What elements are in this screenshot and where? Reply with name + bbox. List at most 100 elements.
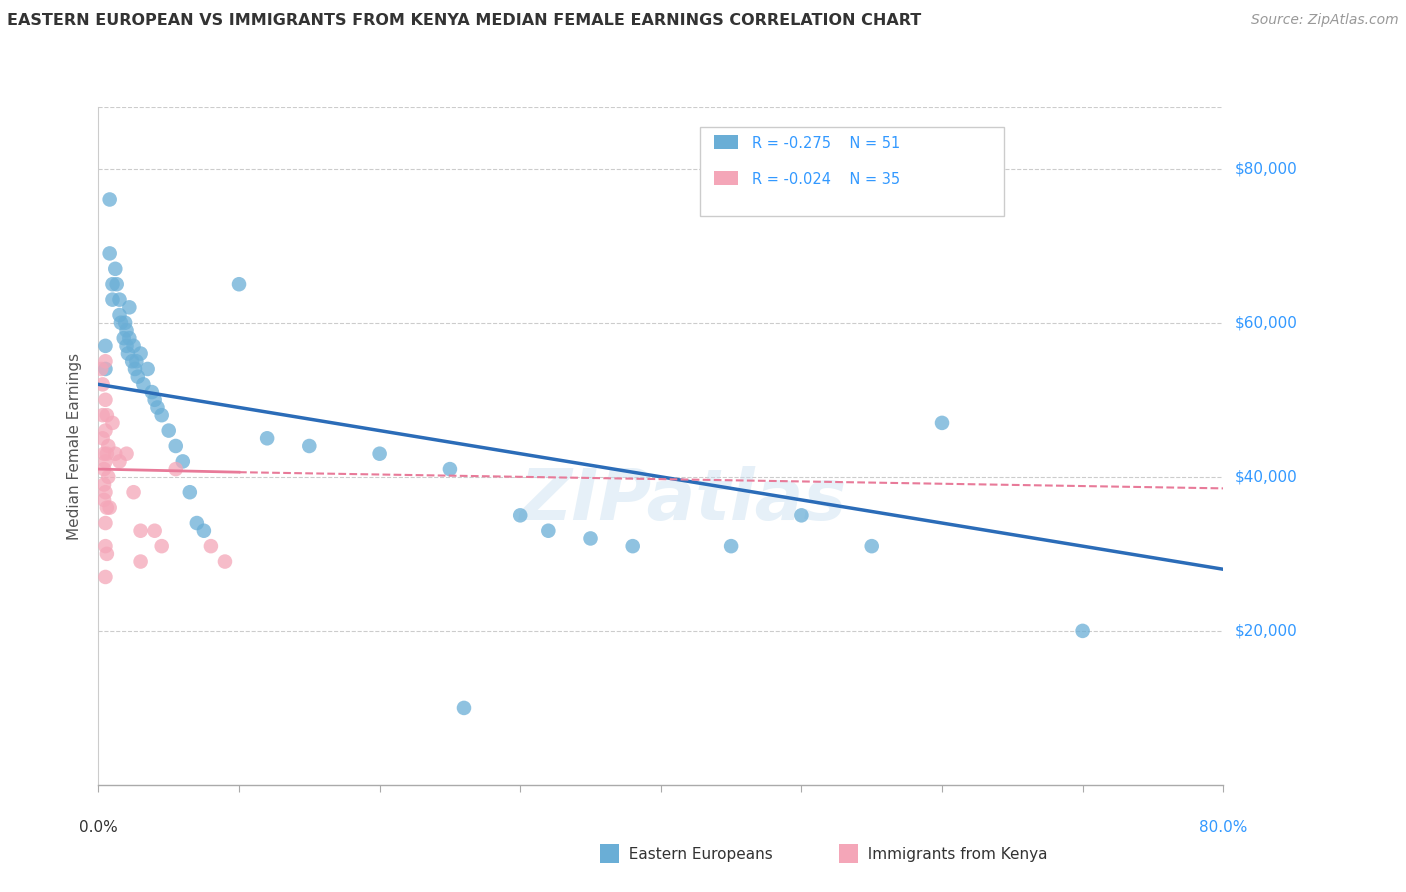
Point xyxy=(91,431,114,445)
Point xyxy=(537,524,560,538)
Point xyxy=(114,316,136,330)
Point xyxy=(118,301,141,315)
Point xyxy=(136,362,159,376)
Point xyxy=(101,277,124,292)
Text: $80,000: $80,000 xyxy=(1234,161,1298,176)
Point xyxy=(98,246,121,260)
Point xyxy=(509,508,531,523)
Point xyxy=(141,385,163,400)
Point xyxy=(790,508,813,523)
Point xyxy=(368,447,391,461)
Point xyxy=(115,339,138,353)
Point xyxy=(298,439,321,453)
Point xyxy=(150,539,173,553)
Point xyxy=(621,539,644,553)
Point xyxy=(93,462,115,476)
Point xyxy=(96,447,118,461)
Point xyxy=(96,547,118,561)
Point xyxy=(132,377,155,392)
Text: $20,000: $20,000 xyxy=(1234,624,1298,639)
Point xyxy=(129,555,152,569)
Point xyxy=(150,408,173,422)
Point xyxy=(94,516,117,530)
Point xyxy=(214,555,236,569)
FancyBboxPatch shape xyxy=(700,128,1004,216)
Point xyxy=(94,454,117,468)
Text: R = -0.275    N = 51: R = -0.275 N = 51 xyxy=(752,136,900,152)
Point xyxy=(108,454,131,468)
Text: $40,000: $40,000 xyxy=(1234,469,1298,484)
Point xyxy=(157,424,180,438)
Point xyxy=(94,339,117,353)
FancyBboxPatch shape xyxy=(714,171,738,185)
Text: 80.0%: 80.0% xyxy=(1199,820,1247,835)
Point xyxy=(121,354,143,368)
Point xyxy=(96,408,118,422)
Text: R = -0.024    N = 35: R = -0.024 N = 35 xyxy=(752,172,900,187)
Point xyxy=(91,377,114,392)
Text: Eastern Europeans: Eastern Europeans xyxy=(619,847,772,862)
Point xyxy=(94,424,117,438)
Point xyxy=(186,516,208,530)
Point xyxy=(124,362,146,376)
FancyBboxPatch shape xyxy=(714,135,738,149)
Point xyxy=(129,524,152,538)
Point xyxy=(200,539,222,553)
Point xyxy=(94,392,117,407)
Point xyxy=(118,331,141,345)
Point xyxy=(108,293,131,307)
Point xyxy=(98,193,121,207)
Point xyxy=(93,447,115,461)
Point xyxy=(165,439,187,453)
Point xyxy=(172,454,194,468)
Point xyxy=(720,539,742,553)
Point xyxy=(129,346,152,360)
Point xyxy=(115,447,138,461)
Point xyxy=(94,362,117,376)
Point xyxy=(143,392,166,407)
Text: $60,000: $60,000 xyxy=(1234,315,1298,330)
Point xyxy=(97,439,120,453)
Point xyxy=(143,524,166,538)
Point xyxy=(931,416,953,430)
Point xyxy=(193,524,215,538)
Point xyxy=(101,416,124,430)
Point xyxy=(453,701,475,715)
Point xyxy=(860,539,883,553)
Point xyxy=(179,485,201,500)
Point xyxy=(125,354,148,368)
Point xyxy=(104,447,127,461)
Point xyxy=(112,331,135,345)
Point xyxy=(1071,624,1094,638)
Point xyxy=(93,492,115,507)
Point xyxy=(579,532,602,546)
Point xyxy=(104,261,127,276)
Text: EASTERN EUROPEAN VS IMMIGRANTS FROM KENYA MEDIAN FEMALE EARNINGS CORRELATION CHA: EASTERN EUROPEAN VS IMMIGRANTS FROM KENY… xyxy=(7,13,921,29)
Text: Immigrants from Kenya: Immigrants from Kenya xyxy=(858,847,1047,862)
Point xyxy=(97,470,120,484)
Text: Source: ZipAtlas.com: Source: ZipAtlas.com xyxy=(1251,13,1399,28)
Text: ZIPatlas: ZIPatlas xyxy=(520,466,846,534)
Point xyxy=(115,323,138,337)
Point xyxy=(108,308,131,322)
Point xyxy=(105,277,128,292)
Point xyxy=(101,293,124,307)
Point xyxy=(146,401,169,415)
Point xyxy=(90,362,112,376)
Point xyxy=(94,354,117,368)
Point xyxy=(96,500,118,515)
Point xyxy=(98,500,121,515)
Point xyxy=(127,369,149,384)
Point xyxy=(117,346,139,360)
Point xyxy=(93,477,115,491)
Point xyxy=(439,462,461,476)
Point xyxy=(110,316,132,330)
Point xyxy=(228,277,250,292)
Point xyxy=(122,485,145,500)
Point xyxy=(94,570,117,584)
Y-axis label: Median Female Earnings: Median Female Earnings xyxy=(66,352,82,540)
Point xyxy=(94,539,117,553)
Point xyxy=(165,462,187,476)
Point xyxy=(122,339,145,353)
Point xyxy=(91,408,114,422)
